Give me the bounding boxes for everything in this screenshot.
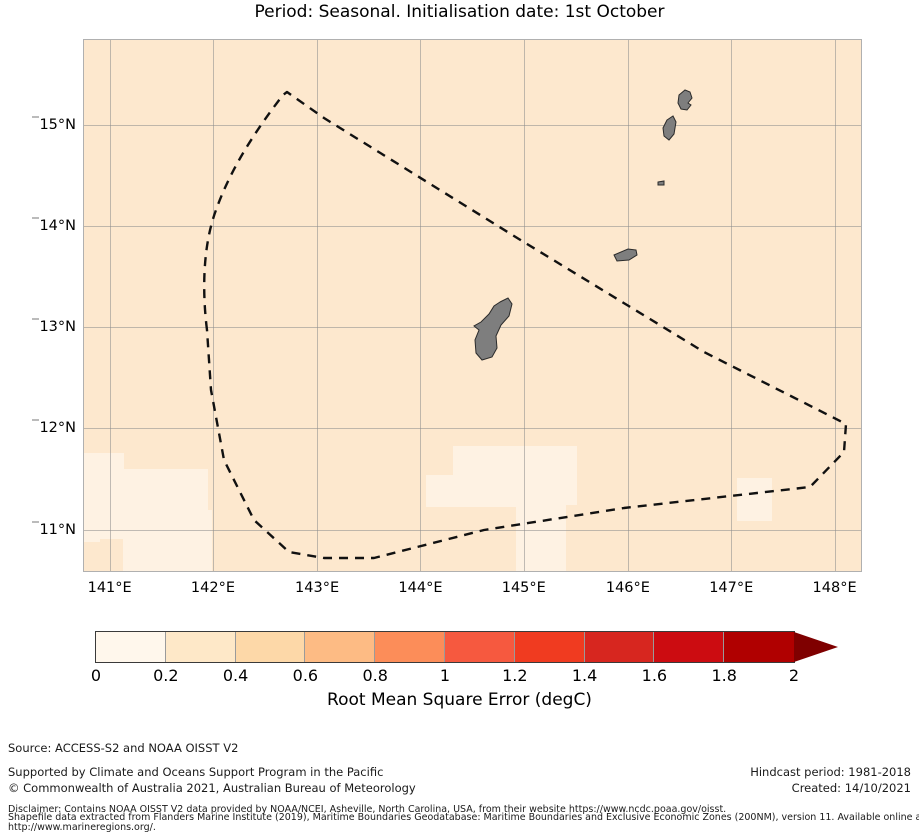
colorbar-segment: [235, 632, 306, 662]
colorbar-extend-arrow: [794, 632, 838, 662]
colorbar: 0 0.2 0.4 0.6 0.8 1 1.2 1.4 1.6 1.8 2: [91, 632, 838, 685]
disclaimer-line-2: Shapefile data extracted from Flanders M…: [8, 812, 919, 823]
colorbar-segment: [305, 632, 376, 662]
x-tick-label: 144°E: [398, 580, 443, 596]
y-tick-mark: [32, 217, 40, 219]
island-tinian: [662, 115, 677, 141]
colorbar-tick: 0.6: [292, 666, 319, 685]
source-text: Source: ACCESS-S2 and NOAA OISST V2: [8, 741, 239, 755]
colorbar-segment: [654, 632, 725, 662]
y-tick-mark: [32, 419, 40, 421]
raster-cell: [480, 507, 516, 571]
colorbar-tick: 0: [90, 666, 102, 685]
island-guam: [473, 297, 513, 361]
colorbar-tick: 0.2: [153, 666, 179, 685]
x-tick-label: 145°E: [501, 580, 546, 596]
colorbar-segment: [375, 632, 445, 662]
map-panel: 15°N 14°N 13°N 12°N 11°N 141°E 142°E 143…: [32, 40, 861, 596]
hindcast-period: Hindcast period: 1981-2018: [750, 765, 911, 779]
colorbar-label: Root Mean Square Error (degC): [327, 690, 592, 710]
x-tick-label: 148°E: [812, 580, 857, 596]
y-tick-label: 14°N: [32, 217, 76, 234]
disclaimer-line-3: http://www.marineregions.org/.: [8, 822, 156, 833]
raster-cell: [425, 507, 482, 571]
colorbar-tick: 1.8: [711, 666, 737, 685]
x-tick-label: 142°E: [190, 580, 236, 596]
colorbar-gradient: [96, 632, 794, 662]
raster-cell: [565, 446, 578, 505]
island-saipan: [677, 89, 693, 111]
x-tick-label: 141°E: [87, 580, 132, 596]
raster-cell: [122, 540, 213, 571]
colorbar-tick: 1.4: [571, 666, 598, 685]
eez-boundary-path: [203, 90, 848, 560]
raster-cell: [736, 478, 773, 521]
supported-by-text: Supported by Climate and Oceans Support …: [8, 765, 384, 779]
y-tick-mark: [32, 521, 40, 523]
x-tick-label: 143°E: [295, 580, 340, 596]
rmse-raster-layer: [84, 40, 861, 571]
colorbar-segment: [444, 632, 515, 662]
colorbar-tick: 1.2: [502, 666, 528, 685]
colorbar-tick: 1.6: [641, 666, 668, 685]
colorbar-segment: [724, 632, 794, 662]
colorbar-segment: [514, 632, 585, 662]
created-date: Created: 14/10/2021: [791, 781, 911, 795]
y-tick-label: 15°N: [32, 116, 76, 133]
colorbar-segment: [584, 632, 655, 662]
y-tick-mark: [32, 116, 40, 118]
map-plot-area: [84, 40, 861, 571]
colorbar-segment: [165, 632, 236, 662]
colorbar-tick: 0.4: [222, 666, 249, 685]
colorbar-tick: 1: [439, 666, 451, 685]
colorbar-tick: 2: [788, 666, 800, 685]
raster-cell: [515, 517, 566, 571]
disclaimer-line-1: Disclaimer: Contains NOAA OISST V2 data …: [8, 804, 727, 815]
raster-cell: [99, 539, 123, 571]
raster-cell: [453, 446, 566, 479]
map-vector-layer: [203, 89, 848, 560]
chart-title: Period: Seasonal. Initialisation date: 1…: [254, 2, 665, 22]
y-tick-mark: [32, 318, 40, 320]
colorbar-tick: 0.8: [362, 666, 388, 685]
y-tick-label: 12°N: [32, 419, 76, 436]
island-rota: [613, 248, 638, 262]
raster-cell: [84, 469, 209, 533]
island-aguijan: [657, 180, 665, 186]
copyright-text: © Commonwealth of Australia 2021, Austra…: [8, 781, 416, 795]
colorbar-segment: [96, 632, 166, 662]
y-tick-label: 13°N: [32, 318, 76, 335]
x-tick-label: 147°E: [709, 580, 754, 596]
y-tick-label: 11°N: [32, 521, 76, 538]
x-tick-label: 146°E: [605, 580, 650, 596]
